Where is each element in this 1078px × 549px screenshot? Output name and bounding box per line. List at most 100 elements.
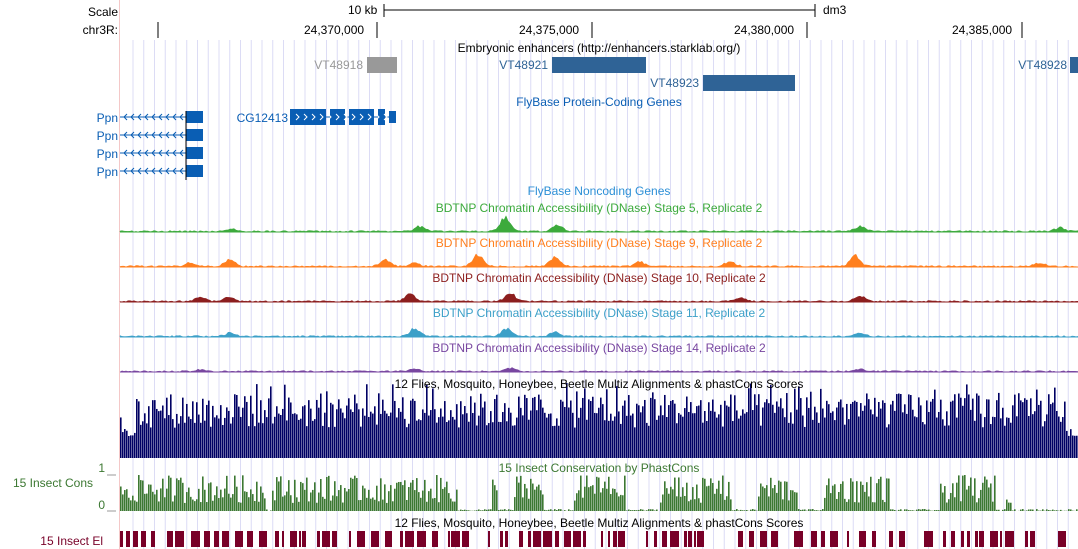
phastcons-bar: [496, 490, 498, 511]
strand-arrow: [327, 113, 332, 121]
phastcons-bar: [220, 489, 222, 511]
multiz-bar: [136, 399, 138, 458]
multiz-bar: [782, 408, 784, 458]
phastcons-bar: [374, 499, 376, 511]
phastcons-bar: [552, 510, 554, 511]
multiz-bar: [282, 408, 284, 458]
phastcons-bar: [674, 477, 676, 511]
multiz-bar: [942, 419, 944, 458]
gene-label-CG12413[interactable]: CG12413: [236, 111, 288, 125]
phastcons-side-label[interactable]: 15 Insect Cons: [12, 476, 93, 490]
phastcons-bar: [266, 509, 268, 511]
track-title-phastcons[interactable]: 15 Insect Conservation by PhastCons: [498, 461, 700, 475]
multiz-bar: [976, 393, 978, 458]
phastcons-bar: [890, 509, 892, 511]
multiz-bar: [568, 407, 570, 458]
conserved-element-block: [528, 531, 531, 547]
multiz-bar: [444, 401, 446, 458]
conserved-element-block: [943, 531, 946, 547]
conserved-element-block: [738, 531, 743, 547]
phastcons-bar: [222, 497, 224, 511]
phastcons-bar: [1022, 509, 1024, 511]
track-title-flybase-genes[interactable]: FlyBase Protein-Coding Genes: [516, 95, 682, 109]
track-title-multiz[interactable]: 12 Flies, Mosquito, Honeybee, Beetle Mul…: [394, 377, 804, 391]
conserved-element-block: [573, 531, 581, 547]
track-title-dnase-stage5[interactable]: BDTNP Chromatin Accessibility (DNase) St…: [435, 201, 763, 215]
phastcons-bar: [828, 478, 830, 511]
multiz-bar: [478, 415, 480, 458]
phastcons-bar: [196, 499, 198, 511]
multiz-bar: [188, 416, 190, 458]
multiz-bar: [330, 402, 332, 458]
phastcons-bar: [522, 497, 524, 511]
conserved-element-block: [405, 531, 414, 547]
multiz-bar: [728, 406, 730, 458]
multiz-bar: [406, 427, 408, 458]
multiz-bar: [252, 413, 254, 458]
phastcons-bar: [654, 510, 656, 511]
gene-strand-arrows-CG12413: [295, 113, 388, 121]
track-title-dnase-stage11[interactable]: BDTNP Chromatin Accessibility (DNase) St…: [432, 306, 766, 320]
gene-label-Ppn-3[interactable]: Ppn: [96, 147, 118, 161]
multiz-bar: [690, 402, 692, 458]
multiz-bar: [538, 394, 540, 458]
phastcons-bar: [238, 502, 240, 511]
multiz-bar: [622, 405, 624, 458]
multiz-bar: [242, 407, 244, 458]
dnase-signal-area: [119, 253, 1078, 268]
enhancer-feature-VT48918: [367, 57, 397, 73]
ppn-strand-arrow: [144, 167, 149, 175]
multiz-bar: [128, 435, 130, 458]
multiz-bar: [984, 417, 986, 458]
phastcons-bar: [626, 510, 628, 511]
enhancer-label-VT48921[interactable]: VT48921: [499, 58, 548, 72]
multiz-bar: [204, 420, 206, 458]
enhancer-label-VT48918[interactable]: VT48918: [314, 58, 363, 72]
track-title-noncoding-genes[interactable]: FlyBase Noncoding Genes: [527, 184, 671, 198]
track-title-conserved-elements[interactable]: 12 Flies, Mosquito, Honeybee, Beetle Mul…: [394, 516, 804, 530]
track-title-dnase-stage14[interactable]: BDTNP Chromatin Accessibility (DNase) St…: [432, 341, 766, 355]
conserved-element-block: [175, 531, 184, 547]
gene-label-Ppn-4[interactable]: Ppn: [96, 165, 118, 179]
multiz-bar: [158, 411, 160, 458]
phastcons-bar: [132, 495, 134, 511]
phastcons-bar: [698, 498, 700, 511]
multiz-bar: [488, 423, 490, 458]
phastcons-bar: [538, 484, 540, 511]
phastcons-bar: [810, 509, 812, 511]
multiz-bar: [200, 422, 202, 458]
track-title-dnase-stage10[interactable]: BDTNP Chromatin Accessibility (DNase) St…: [432, 271, 766, 285]
multiz-bar: [1042, 426, 1044, 458]
multiz-bar: [1014, 394, 1016, 458]
phastcons-bar: [734, 510, 736, 511]
multiz-bar: [640, 412, 642, 458]
multiz-bar: [822, 408, 824, 458]
conserved-element-block: [564, 531, 571, 547]
multiz-bar: [896, 394, 898, 458]
gene-label-Ppn-1[interactable]: Ppn: [96, 111, 118, 125]
conserved-element-block: [618, 531, 625, 547]
gene-label-Ppn-2[interactable]: Ppn: [96, 129, 118, 143]
ppn-strand-arrow: [151, 149, 156, 157]
phastcons-bar: [204, 489, 206, 511]
phastcons-bar: [1054, 510, 1056, 511]
track-title-dnase-stage9[interactable]: BDTNP Chromatin Accessibility (DNase) St…: [435, 236, 763, 250]
enhancer-label-VT48923[interactable]: VT48923: [650, 76, 699, 90]
elements-side-label[interactable]: 15 Insect El: [40, 534, 103, 548]
phastcons-bar: [808, 509, 810, 511]
multiz-bar: [256, 384, 258, 458]
phastcons-bar: [526, 488, 528, 511]
phastcons-bar: [530, 478, 532, 511]
phastcons-bar: [350, 477, 352, 511]
track-title-enhancers[interactable]: Embryonic enhancers (http://enhancers.st…: [457, 41, 741, 55]
multiz-bar: [794, 388, 796, 458]
multiz-bar: [910, 395, 912, 458]
phastcons-bar: [980, 489, 982, 511]
multiz-bar: [956, 417, 958, 458]
multiz-bar: [132, 435, 134, 458]
enhancer-label-VT48928[interactable]: VT48928: [1018, 58, 1067, 72]
multiz-bar: [602, 404, 604, 458]
ppn-strand-arrow: [151, 113, 156, 121]
phastcons-bar: [334, 481, 336, 511]
